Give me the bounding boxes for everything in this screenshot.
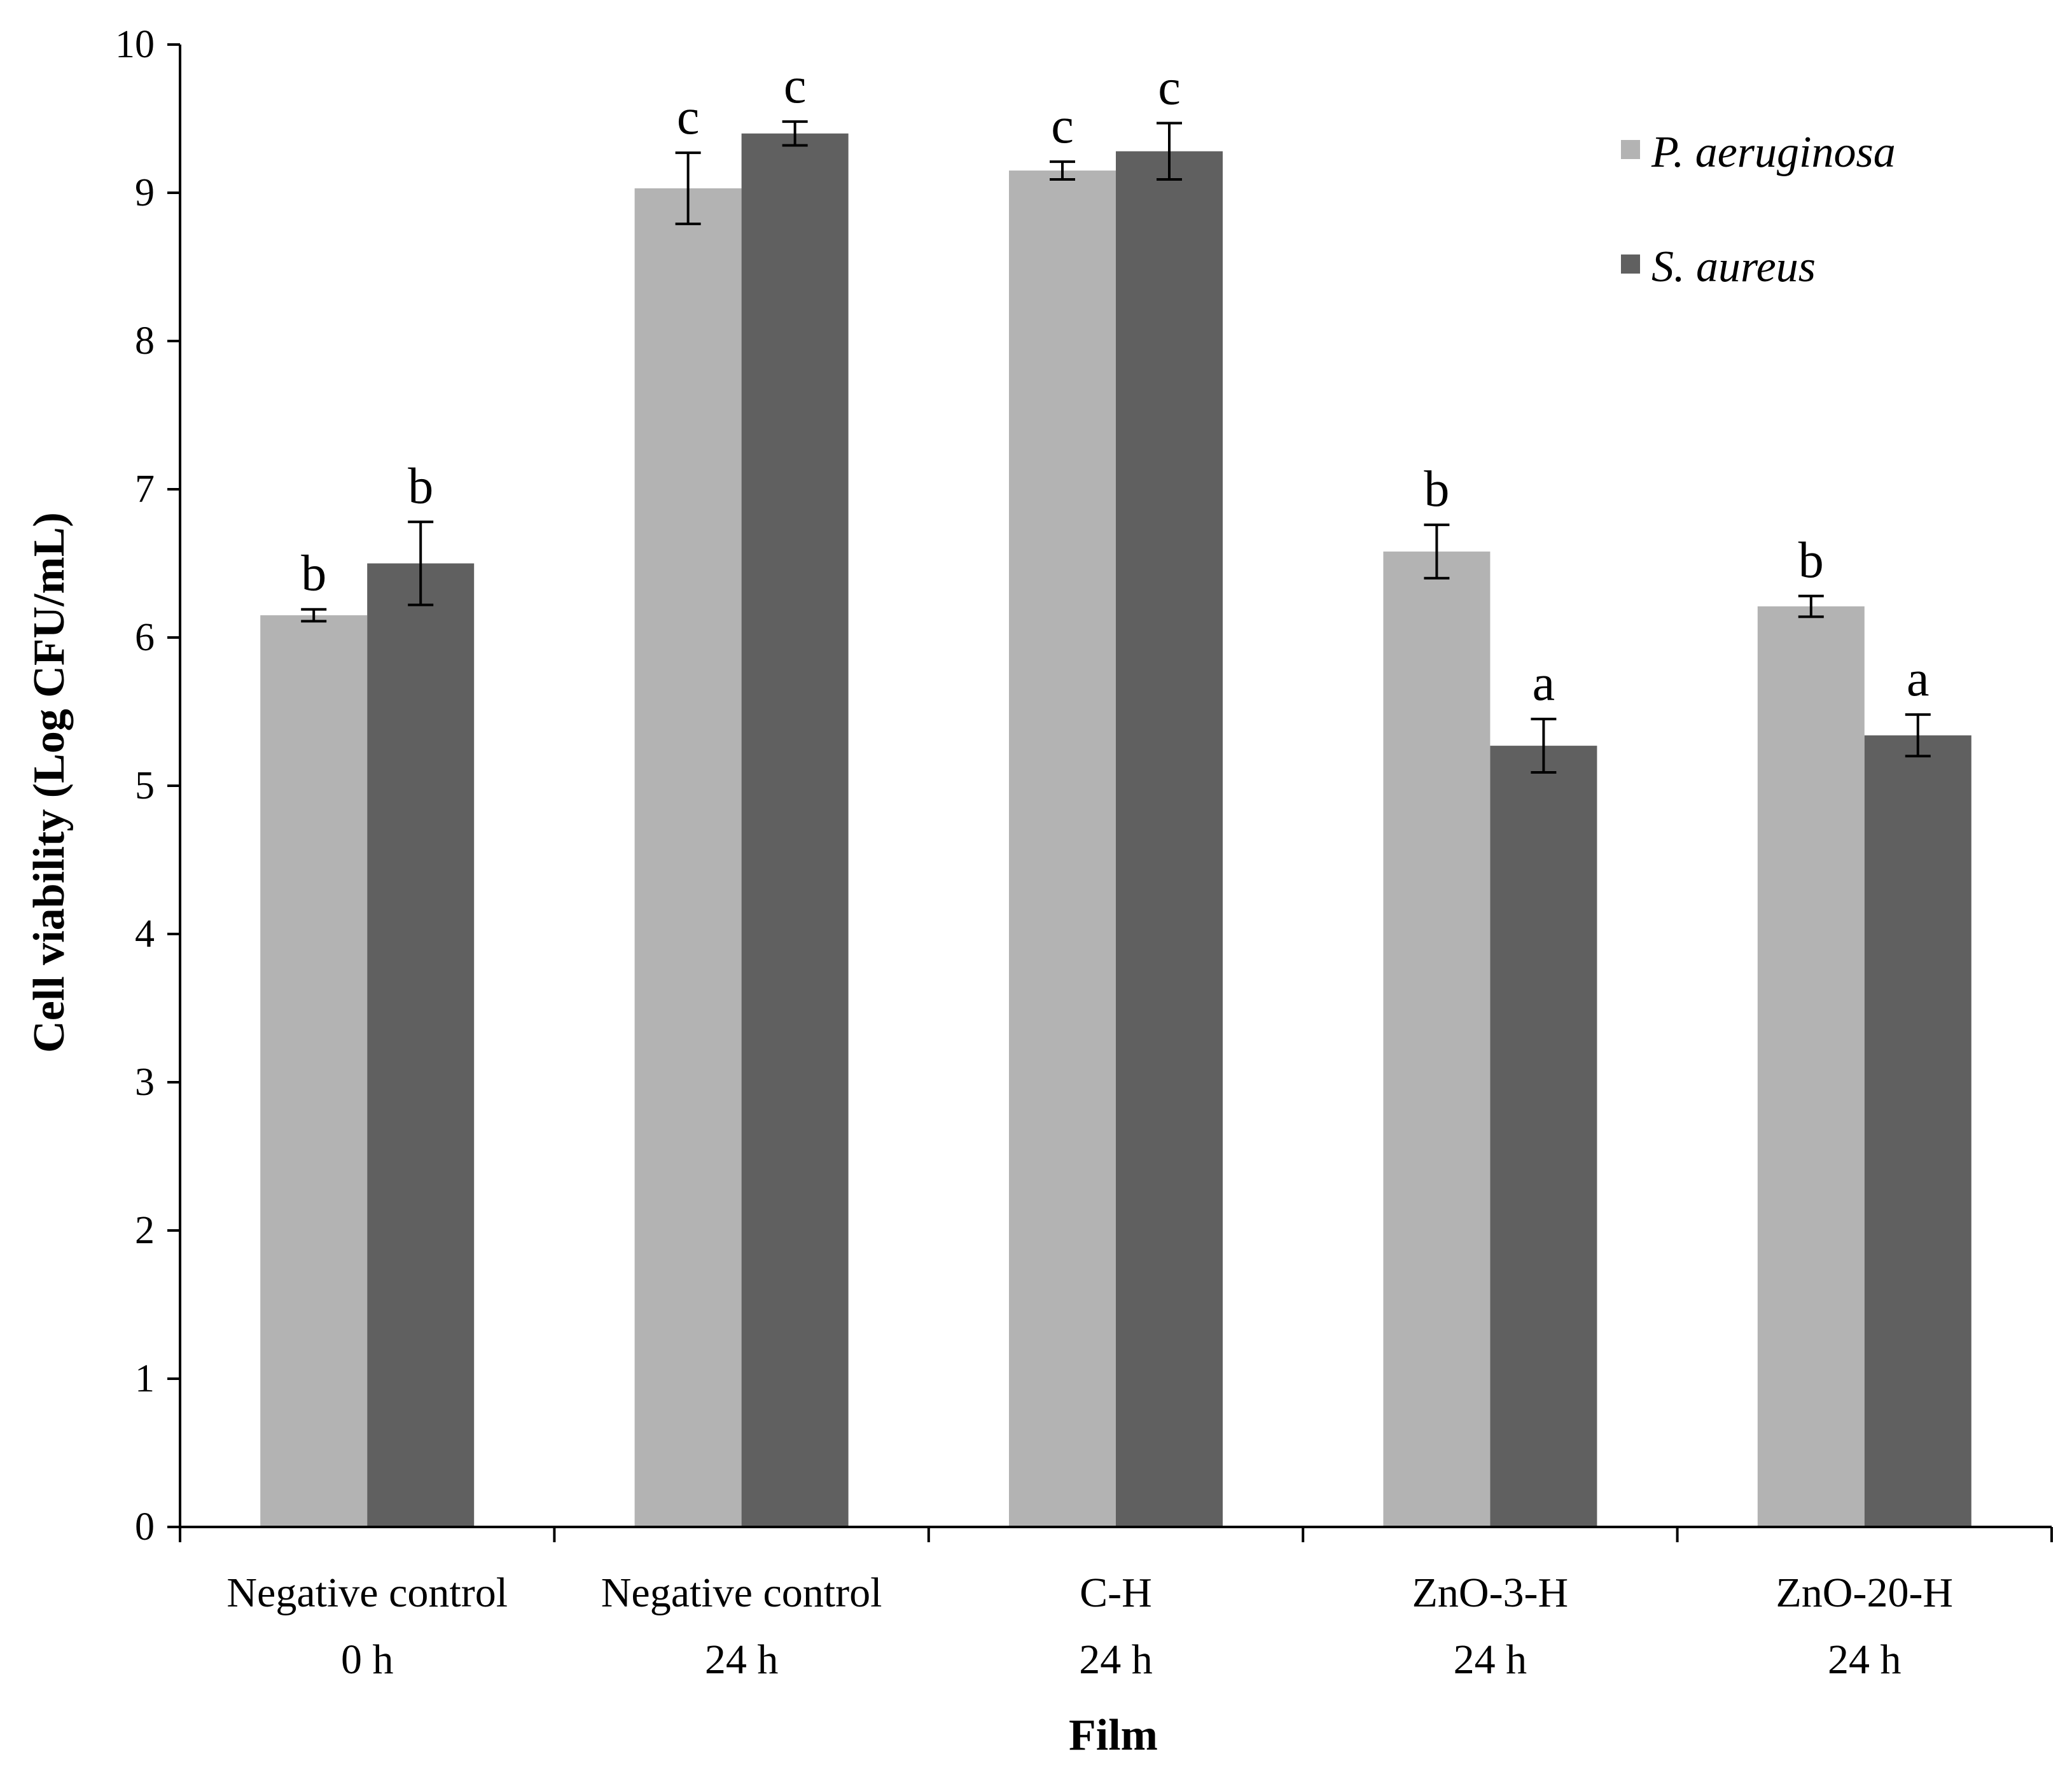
- legend-swatch-s-aureus: [1621, 254, 1640, 274]
- legend: P. aeruginosa S. aureus: [1621, 128, 1896, 291]
- y-tick-label-0: 0: [135, 1505, 155, 1549]
- y-tick-label-6: 6: [135, 616, 155, 659]
- bar-s-aureus-1: [741, 133, 849, 1527]
- x-tick-label-0-line1: Negative control: [226, 1570, 508, 1616]
- significance-label-s-aureus-2: c: [1158, 59, 1181, 115]
- legend-label-s-aureus: S. aureus: [1651, 242, 1816, 291]
- bar-p-aeruginosa-4: [1757, 606, 1865, 1527]
- y-tick-label-10: 10: [115, 23, 155, 66]
- x-tick-label-2-line2: 24 h: [1079, 1636, 1153, 1683]
- y-tick-label-9: 9: [135, 171, 155, 214]
- significance-label-s-aureus-1: c: [784, 58, 807, 114]
- x-tick-label-1-line1: Negative control: [601, 1570, 882, 1616]
- y-tick-label-1: 1: [135, 1357, 155, 1400]
- ticks-layer: Negative control 0 h Negative control 24 h C…: [115, 23, 2053, 1683]
- bar-p-aeruginosa-0: [260, 615, 368, 1527]
- significance-label-p-aeruginosa-3: b: [1424, 461, 1449, 517]
- bar-p-aeruginosa-1: [634, 188, 742, 1527]
- error-bars-layer: [301, 120, 1931, 774]
- x-tick-label-4-line1: ZnO-20-H: [1776, 1570, 1953, 1616]
- bar-s-aureus-2: [1116, 151, 1223, 1527]
- y-tick-label-7: 7: [135, 468, 155, 511]
- significance-labels-layer: b b c c c c b a b a: [301, 58, 1929, 711]
- y-tick-label-2: 2: [135, 1209, 155, 1252]
- y-tick-label-5: 5: [135, 764, 155, 807]
- significance-label-p-aeruginosa-2: c: [1051, 98, 1074, 154]
- significance-label-p-aeruginosa-0: b: [301, 546, 326, 602]
- x-tick-label-0-line2: 0 h: [341, 1636, 394, 1683]
- y-tick-label-3: 3: [135, 1061, 155, 1104]
- significance-label-s-aureus-4: a: [1907, 651, 1929, 707]
- bar-s-aureus-0: [367, 563, 475, 1527]
- legend-label-p-aeruginosa: P. aeruginosa: [1651, 128, 1896, 177]
- legend-swatch-p-aeruginosa: [1621, 140, 1640, 159]
- bar-p-aeruginosa-2: [1009, 171, 1116, 1527]
- significance-label-s-aureus-3: a: [1533, 655, 1555, 711]
- x-tick-label-3-line1: ZnO-3-H: [1412, 1570, 1569, 1616]
- x-tick-label-2-line1: C-H: [1080, 1570, 1152, 1616]
- significance-label-s-aureus-0: b: [408, 458, 433, 514]
- x-axis-title: Film: [1069, 1711, 1158, 1760]
- x-tick-label-3-line2: 24 h: [1454, 1636, 1527, 1683]
- bar-s-aureus-3: [1490, 746, 1597, 1527]
- significance-label-p-aeruginosa-1: c: [677, 89, 700, 145]
- bar-s-aureus-4: [1864, 735, 1971, 1527]
- y-tick-label-8: 8: [135, 319, 155, 363]
- significance-label-p-aeruginosa-4: b: [1798, 533, 1824, 589]
- bar-p-aeruginosa-3: [1383, 551, 1491, 1527]
- bars-layer: [260, 133, 1971, 1527]
- y-tick-label-4: 4: [135, 912, 155, 956]
- x-tick-label-1-line2: 24 h: [705, 1636, 779, 1683]
- x-tick-label-4-line2: 24 h: [1828, 1636, 1902, 1683]
- y-axis-title: Cell viability (Log CFU/mL): [25, 512, 74, 1053]
